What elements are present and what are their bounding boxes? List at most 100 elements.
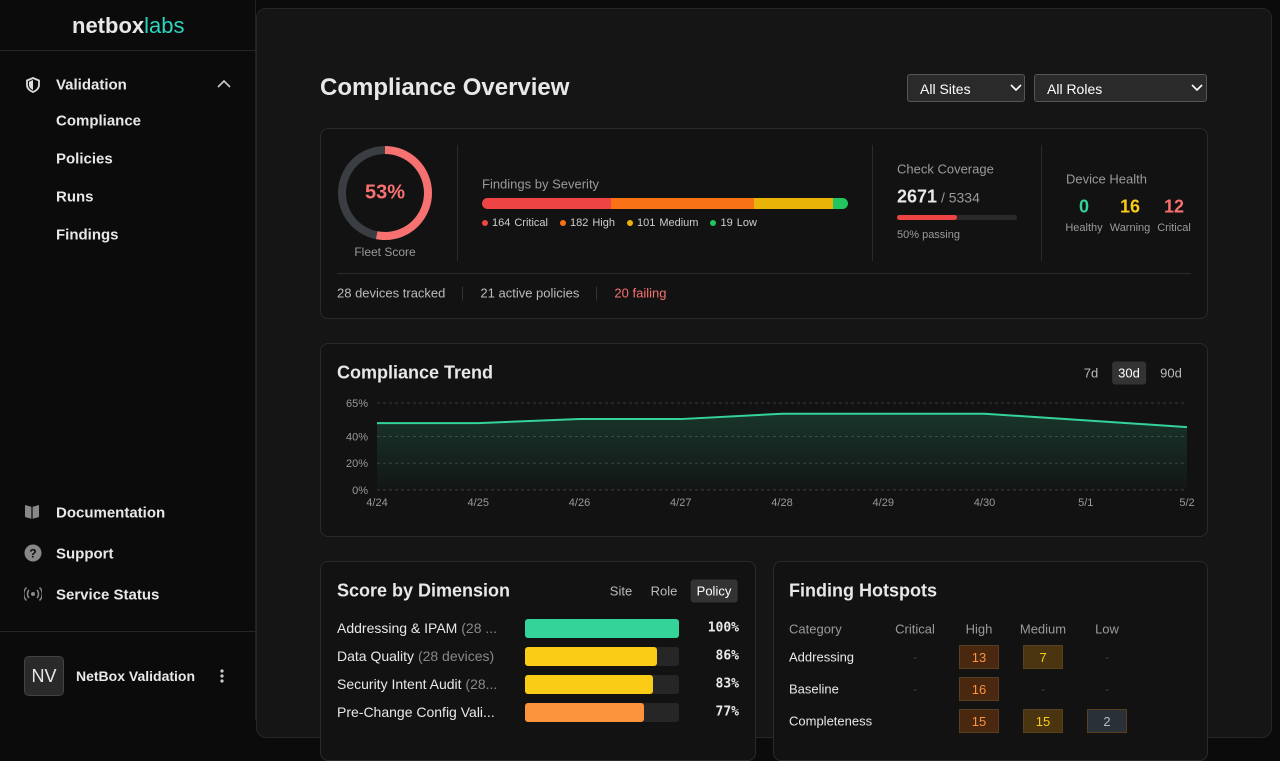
divider: [872, 145, 873, 261]
empty-cell: -: [1105, 650, 1109, 664]
category: Baseline: [789, 681, 839, 697]
nav-item[interactable]: Policies: [56, 150, 113, 168]
divider: [337, 273, 1191, 274]
column-header: Medium: [1019, 621, 1067, 637]
range-tab[interactable]: 7d: [1083, 365, 1099, 381]
heat-cell[interactable]: 15: [959, 709, 999, 733]
health-label: Healthy: [1065, 222, 1103, 234]
score-label: 100%: [707, 620, 739, 636]
health-count: 12: [1163, 196, 1185, 217]
divider: [0, 631, 256, 632]
heat-cell[interactable]: 2: [1087, 709, 1127, 733]
legend-count: 182: [569, 217, 589, 229]
dimension-tab[interactable]: Role: [650, 583, 678, 599]
brand: netbox: [72, 13, 145, 38]
dimension-label: Addressing & IPAM (28 ...: [337, 620, 517, 636]
nav-item[interactable]: Runs: [56, 188, 94, 206]
range-tab[interactable]: 30d: [1112, 361, 1146, 385]
y-tick-label: 65%: [346, 398, 368, 410]
health-label: Warning: [1109, 222, 1151, 234]
site-filter[interactable]: All Sites: [907, 74, 1025, 102]
legend-dot: [482, 220, 488, 226]
score-bar: [525, 647, 658, 666]
legend-item: 182 High: [559, 217, 615, 229]
dimension-tab[interactable]: Site: [609, 583, 633, 599]
card-title: Finding Hotspots: [789, 580, 937, 601]
section-title: Device Health: [1066, 171, 1147, 187]
score-label: 86%: [715, 648, 739, 664]
score-bar: [525, 675, 653, 694]
y-tick-label: 40%: [346, 431, 368, 443]
filter-label: All Roles: [1047, 81, 1103, 97]
x-tick-label: 4/25: [468, 497, 489, 509]
x-tick-label: 4/24: [366, 497, 387, 509]
legend-count: 19: [720, 217, 733, 229]
sidebar-link[interactable]: Service Status: [56, 586, 160, 604]
empty-cell: -: [1105, 682, 1109, 696]
passing: 2671: [897, 186, 938, 207]
column-header: High: [965, 621, 993, 637]
nav-item[interactable]: Compliance: [56, 112, 142, 130]
legend-name: Medium: [659, 217, 699, 229]
heat-cell[interactable]: 16: [959, 677, 999, 701]
dimension-tab[interactable]: Policy: [690, 579, 738, 603]
stat: 21 active policies: [480, 285, 580, 301]
page-title: Compliance Overview: [320, 74, 570, 101]
legend-item: 164 Critical: [482, 217, 548, 229]
score-label: 77%: [715, 704, 739, 720]
bar-track: [525, 619, 679, 638]
dimension-label: Security Intent Audit (28...: [337, 676, 517, 692]
dimension-name: Addressing & IPAM: [337, 620, 458, 636]
section-title: Findings by Severity: [482, 176, 600, 192]
dimension-detail: (28 ...: [461, 620, 498, 636]
coverage-bar: [897, 215, 957, 220]
heat-cell[interactable]: 13: [959, 645, 999, 669]
range-tab[interactable]: 90d: [1160, 365, 1182, 381]
coverage-count: 2671 / 5334: [897, 187, 980, 208]
link-icon: [24, 586, 42, 602]
bar-track: [525, 703, 679, 722]
score-bar: [525, 703, 644, 722]
heat-cell[interactable]: 7: [1023, 645, 1063, 669]
category: Addressing: [789, 649, 855, 665]
logo[interactable]: netboxlabs: [72, 13, 184, 39]
legend-dot: [626, 220, 633, 226]
menu-icon[interactable]: [219, 668, 225, 684]
sidebar-link[interactable]: Support: [56, 545, 114, 563]
link-icon: [25, 505, 39, 519]
y-tick-label: 20%: [346, 458, 368, 470]
legend-count: 164: [492, 217, 511, 229]
divider: [1041, 145, 1042, 261]
nav-item[interactable]: Findings: [56, 226, 119, 244]
stat: 28 devices tracked: [337, 285, 446, 301]
severity-segment: [610, 198, 754, 209]
nav-section[interactable]: Validation: [56, 76, 127, 94]
divider: [457, 145, 458, 261]
area: [377, 413, 1187, 490]
stat: 20 failing: [614, 285, 667, 301]
chevron[interactable]: [217, 79, 231, 89]
dimension-detail: (28 devices): [417, 648, 495, 664]
empty-cell: -: [913, 650, 917, 664]
column-header: Low: [1095, 621, 1119, 637]
x-tick-label: 4/26: [569, 497, 590, 509]
category: Completeness: [789, 713, 873, 729]
dimension-label: Pre-Change Config Vali...: [337, 704, 517, 720]
score-ring: [338, 146, 432, 240]
role-filter[interactable]: All Roles: [1034, 74, 1207, 102]
severity-bar: [482, 198, 848, 209]
x-tick-label: 5/1: [1078, 497, 1093, 509]
avatar[interactable]: NV: [24, 656, 64, 696]
card-title: Score by Dimension: [337, 580, 511, 601]
card-title: Compliance Trend: [337, 362, 494, 383]
stats: 28 devices tracked 21 active policies 20…: [337, 286, 666, 301]
health-count: 16: [1119, 196, 1141, 217]
divider: [0, 50, 256, 51]
sidebar-link[interactable]: Documentation: [56, 504, 166, 522]
total: / 5334: [940, 189, 980, 206]
heat-cell[interactable]: 15: [1023, 709, 1063, 733]
dimension-detail: (28...: [465, 676, 498, 692]
shield-icon: [26, 77, 40, 93]
link-icon: ?: [24, 544, 42, 562]
user-name[interactable]: NetBox Validation: [76, 668, 196, 684]
